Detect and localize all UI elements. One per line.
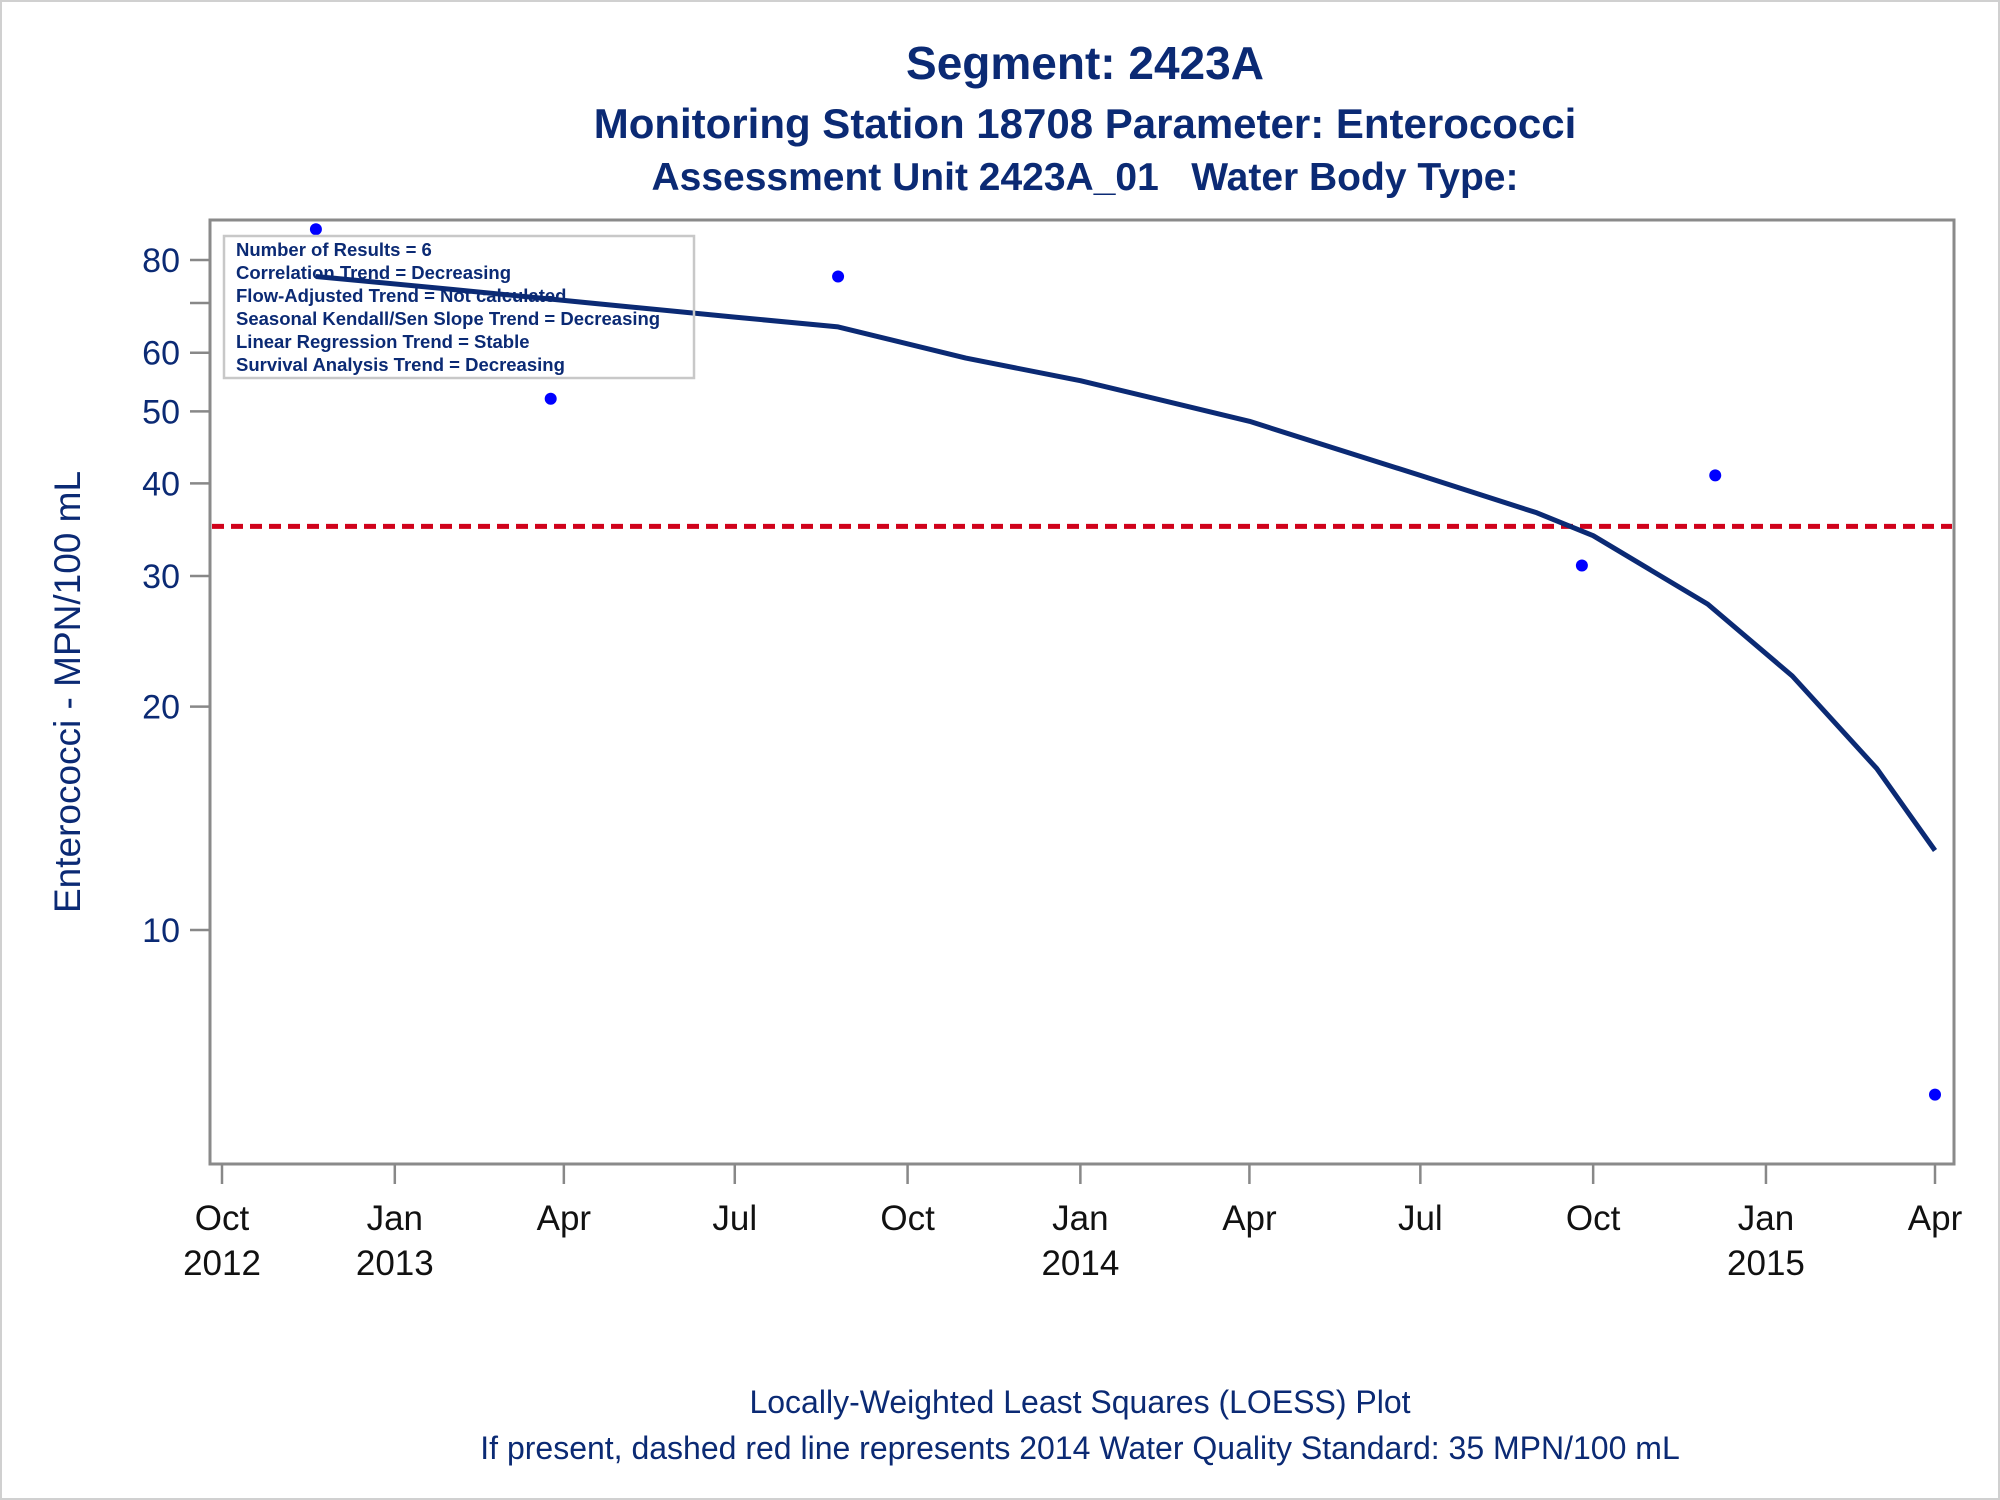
stats-box-border [222, 234, 696, 380]
x-axis: Oct 2012 Jan 2013 Apr Jul Oct Jan 2014 Apr Jul Oct J… [183, 1164, 1963, 1283]
y-tick-label: 20 [142, 689, 180, 727]
chart-title: Segment: 2423A [906, 37, 1264, 89]
y-axis: 10 20 30 40 50 60 80 [142, 242, 210, 950]
stats-line: Seasonal Kendall/Sen Slope Trend = Decre… [236, 308, 660, 329]
x-tick-label-month: Jul [712, 1199, 757, 1238]
y-tick-label: 80 [142, 242, 180, 280]
data-point [544, 392, 557, 405]
data-point [832, 270, 845, 283]
stats-line: Flow-Adjusted Trend = Not calculated [236, 285, 566, 306]
chart-subtitle: Monitoring Station 18708 Parameter: Ente… [593, 100, 1577, 147]
x-tick-label-year: 2013 [356, 1244, 434, 1283]
chart-subtitle-2: Assessment Unit 2423A_01 Water Body Type… [651, 156, 1519, 199]
x-tick-label-year: 2015 [1727, 1244, 1805, 1283]
data-point [1575, 559, 1588, 572]
stats-line: Number of Results = 6 [236, 239, 432, 260]
x-tick-label-year: 2014 [1041, 1244, 1119, 1283]
x-tick-label-month: Oct [1566, 1199, 1621, 1238]
y-axis-label: Enterococci - MPN/100 mL [47, 471, 88, 913]
data-point [1709, 469, 1722, 482]
data-points [309, 223, 1941, 1101]
x-tick-label-month: Oct [195, 1199, 250, 1238]
y-tick-label: 10 [142, 912, 180, 950]
x-tick-label-month: Jan [1052, 1199, 1108, 1238]
x-tick-label-month: Apr [1908, 1199, 1963, 1238]
stats-line: Correlation Trend = Decreasing [236, 262, 511, 283]
stats-line: Linear Regression Trend = Stable [236, 331, 530, 352]
stats-line: Survival Analysis Trend = Decreasing [236, 354, 565, 375]
x-tick-label-month: Oct [880, 1199, 935, 1238]
x-tick-label-year: 2012 [183, 1244, 261, 1283]
plot-area [208, 218, 1956, 1166]
x-tick-label-month: Jul [1398, 1199, 1443, 1238]
loess-curve [315, 274, 1938, 852]
y-tick-label: 40 [142, 465, 180, 503]
x-tick-label-month: Jan [367, 1199, 423, 1238]
x-tick-label-month: Apr [1222, 1199, 1277, 1238]
data-point [309, 223, 322, 236]
y-tick-label: 50 [142, 393, 180, 431]
x-tick-label-month: Jan [1738, 1199, 1794, 1238]
footnote-method: Locally-Weighted Least Squares (LOESS) P… [749, 1384, 1411, 1420]
x-tick-label-month: Apr [537, 1199, 592, 1238]
data-point [1929, 1088, 1941, 1101]
y-tick-label: 30 [142, 558, 180, 596]
footnote-standard: If present, dashed red line represents 2… [480, 1430, 1680, 1466]
y-tick-label: 60 [142, 335, 180, 373]
